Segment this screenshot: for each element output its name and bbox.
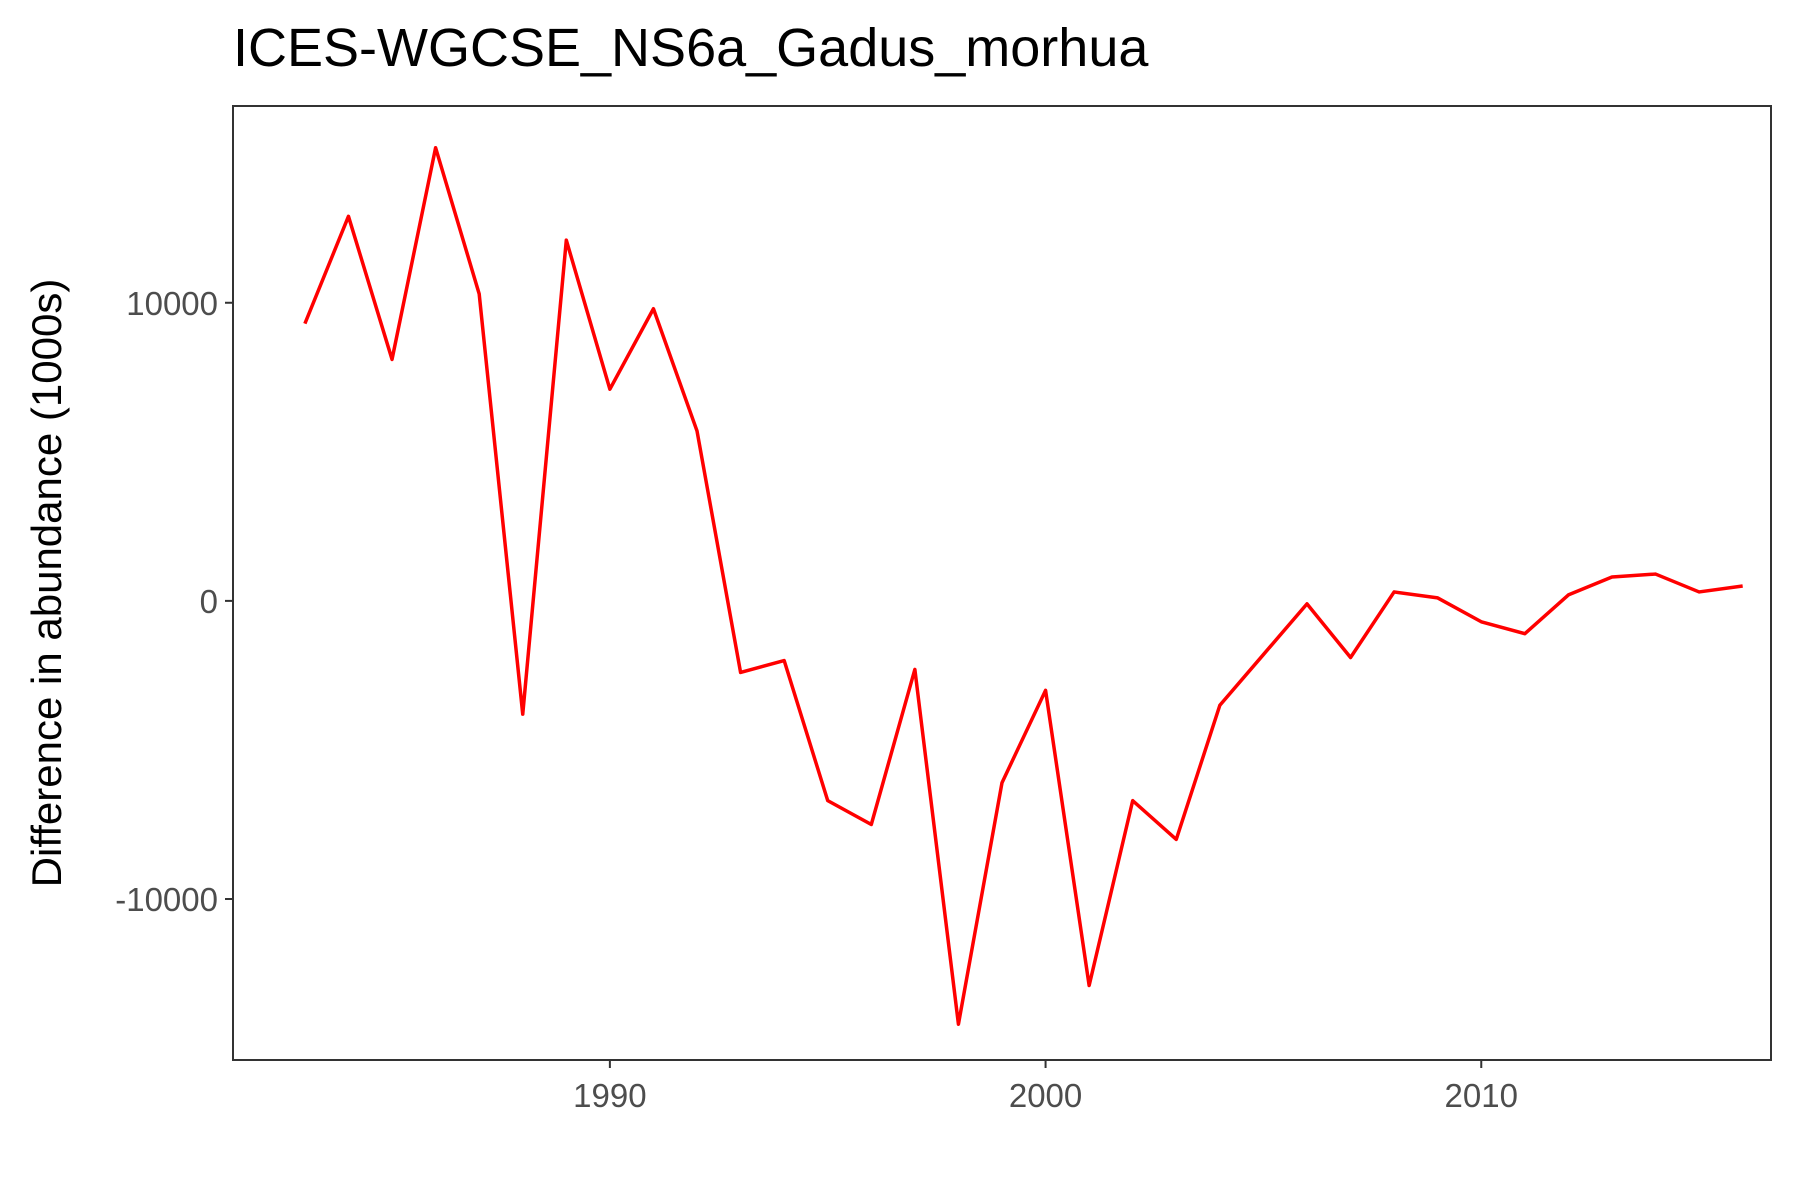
series-layer: [303, 145, 1743, 1026]
x-tick-label: 1990: [573, 1077, 646, 1114]
y-tick-label: 10000: [126, 285, 218, 322]
series-line: [303, 145, 1743, 1026]
x-tick-label: 2000: [1009, 1077, 1082, 1114]
y-tick-label: -10000: [115, 881, 218, 918]
chart-title: ICES-WGCSE_NS6a_Gadus_morhua: [233, 18, 1149, 78]
plot-panel: [232, 105, 1772, 1061]
y-axis: -10000 0 10000: [115, 285, 233, 918]
x-axis: 1990 2000 2010: [573, 1060, 1518, 1114]
y-axis-title: Difference in abundance (1000s): [23, 279, 70, 888]
x-tick-label: 2010: [1445, 1077, 1518, 1114]
y-tick-label: 0: [200, 583, 218, 620]
